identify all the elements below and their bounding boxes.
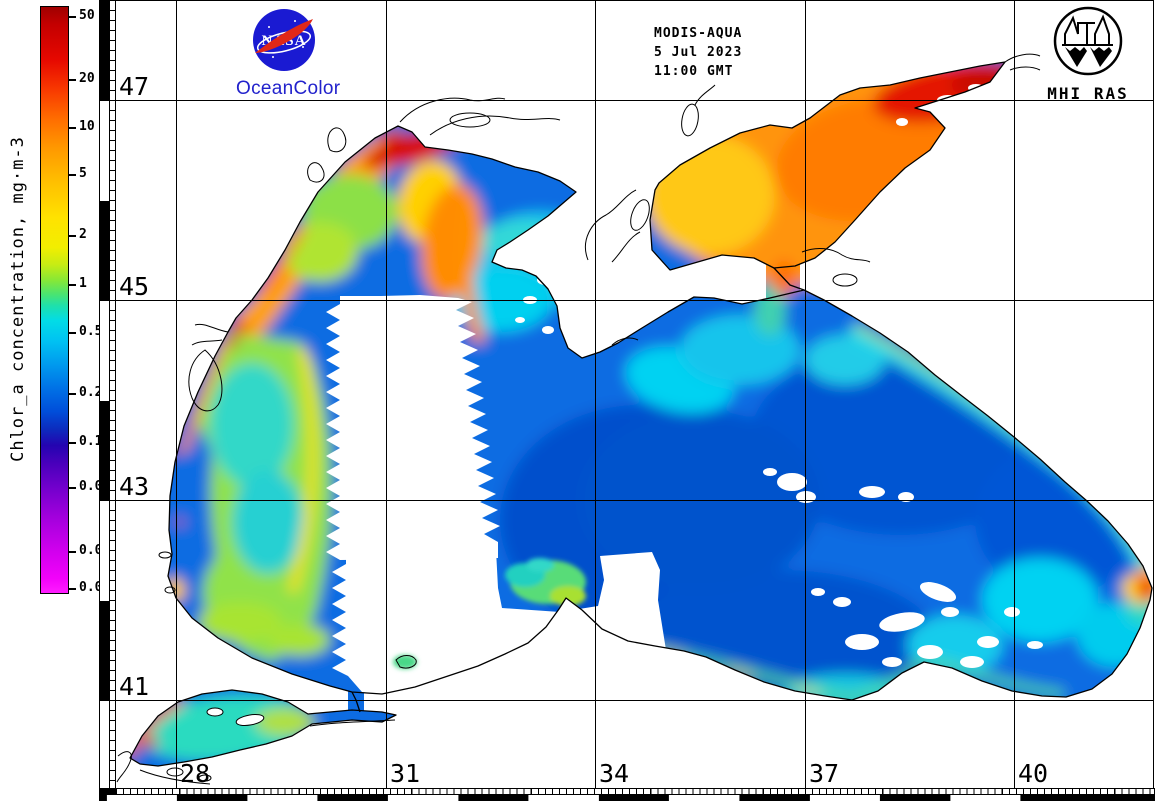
colorbar-tick [69, 16, 76, 19]
lat-label-45: 45 [119, 272, 150, 301]
gridline-lon-34 [595, 1, 596, 788]
gridline-lat-47 [116, 100, 1153, 101]
scene-time: 11:00 GMT [654, 64, 734, 79]
colorbar-tick-label: 50 [79, 8, 95, 24]
colorbar-tick [69, 588, 76, 591]
colorbar-tick-label: 1 [79, 275, 87, 291]
lat-label-47: 47 [119, 72, 150, 101]
colorbar-tick-label: 0.5 [79, 323, 103, 339]
colorbar-tick [69, 173, 76, 176]
colorbar-tick-label: 5 [79, 165, 87, 181]
lon-label-31: 31 [390, 759, 421, 788]
colorbar-tick [69, 283, 76, 286]
mhi-ras-label: MHI RAS [1047, 84, 1129, 103]
black-sea-map-art [116, 53, 1153, 785]
colorbar-tick-label: 0.1 [79, 434, 103, 450]
gridline-lon-37 [805, 1, 806, 788]
colorbar-tick [69, 126, 76, 129]
gridline-lat-41 [116, 700, 1153, 701]
colorbar-tick [69, 234, 76, 237]
colorbar-tick-label: 0.2 [79, 384, 103, 400]
colorbar-tick [69, 442, 76, 445]
colorbar-tick-label: 10 [79, 118, 95, 134]
nasa-oceancolor-block: NASA OceanColor [236, 7, 341, 100]
lon-label-40: 40 [1018, 759, 1049, 788]
colorbar-tick-label: 20 [79, 70, 95, 86]
lat-label-41: 41 [119, 672, 150, 701]
nasa-logo-icon: NASA [253, 9, 315, 71]
gridline-lon-40 [1014, 1, 1015, 788]
colorbar-tick [69, 78, 76, 81]
colorbar-tick [69, 331, 76, 334]
map-canvas: 47 45 43 41 28 31 34 37 40 [115, 0, 1154, 789]
lat-label-43: 43 [119, 472, 150, 501]
mhi-ras-block: MHI RAS [1042, 4, 1134, 103]
colorbar [40, 6, 69, 594]
colorbar-tick [69, 551, 76, 554]
oceancolor-label: OceanColor [236, 78, 341, 99]
satellite-name: MODIS-AQUA [654, 26, 743, 41]
longitude-ruler-coarse [99, 794, 1155, 801]
colorbar-tick [69, 486, 76, 489]
gridline-lon-31 [386, 1, 387, 788]
ruler-corner [99, 788, 116, 794]
colorbar-tick-label: 2 [79, 226, 87, 242]
lon-label-28: 28 [180, 759, 211, 788]
mhi-ras-logo-icon [1053, 6, 1123, 76]
colorbar-title: Chlor_a concentration, mg·m-3 [8, 136, 28, 462]
lon-label-34: 34 [599, 759, 630, 788]
scene-date: 5 Jul 2023 [654, 45, 743, 60]
gridline-lat-43 [116, 500, 1153, 501]
lon-label-37: 37 [809, 759, 840, 788]
scene-info-block: MODIS-AQUA 5 Jul 2023 11:00 GMT [654, 24, 742, 81]
gridline-lat-45 [116, 300, 1153, 301]
gridline-lon-28 [176, 1, 177, 788]
colorbar-tick [69, 392, 76, 395]
